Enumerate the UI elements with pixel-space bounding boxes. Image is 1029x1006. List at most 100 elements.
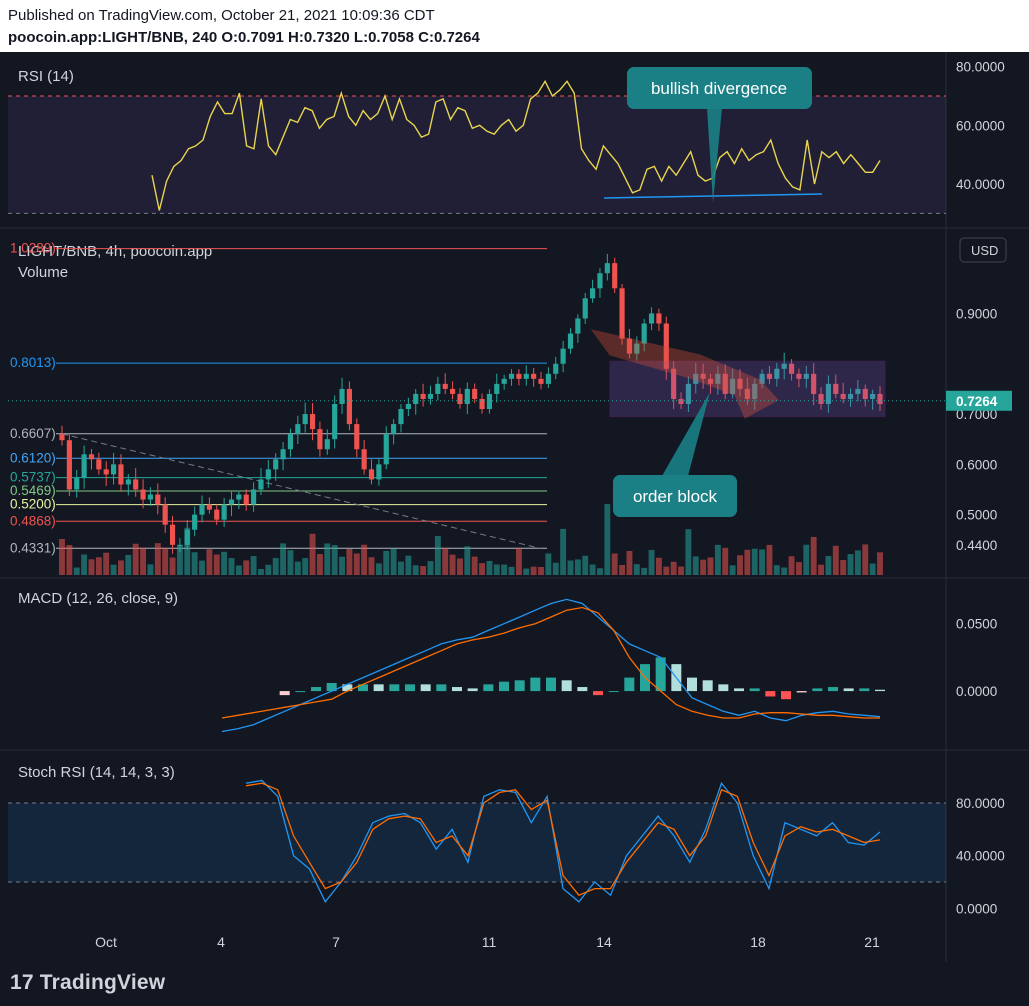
macd-histogram-bar bbox=[295, 691, 306, 693]
volume-bar bbox=[737, 555, 743, 575]
volume-bar bbox=[759, 549, 766, 575]
volume-bar bbox=[825, 556, 832, 575]
volume-bar bbox=[773, 565, 780, 575]
fib-level-label: 0.5200) bbox=[10, 497, 56, 512]
volume-bar bbox=[427, 561, 434, 575]
volume-bar bbox=[729, 565, 736, 575]
price-tick-label: 0.5000 bbox=[956, 508, 997, 523]
candle-body bbox=[236, 494, 242, 500]
candle-body bbox=[847, 393, 854, 399]
candle-body bbox=[184, 529, 190, 545]
candle-body bbox=[833, 383, 839, 394]
candle-body bbox=[155, 494, 161, 505]
fib-level-label: 0.6120) bbox=[10, 450, 56, 465]
macd-histogram-bar bbox=[514, 680, 525, 692]
candle-body bbox=[612, 263, 618, 289]
volume-bar bbox=[184, 527, 191, 575]
candle-body bbox=[206, 504, 212, 510]
volume-bar bbox=[707, 557, 714, 575]
volume-bar bbox=[272, 558, 279, 575]
volume-bar bbox=[670, 561, 677, 575]
candle-body bbox=[309, 414, 316, 430]
macd-histogram-bar bbox=[796, 691, 807, 693]
volume-bar bbox=[545, 553, 552, 575]
fib-level-label: 0.6607) bbox=[10, 426, 56, 441]
stoch-tick-label: 0.0000 bbox=[956, 901, 997, 916]
candle-body bbox=[427, 393, 434, 399]
candle-body bbox=[567, 333, 574, 349]
candle-body bbox=[796, 373, 802, 379]
currency-button[interactable] bbox=[959, 237, 1007, 263]
volume-bar bbox=[788, 556, 795, 575]
candle-body bbox=[405, 403, 411, 410]
candle-body bbox=[295, 424, 301, 435]
candle-body bbox=[435, 383, 441, 394]
macd-line bbox=[221, 598, 881, 733]
rsi-tick-label: 40.0000 bbox=[956, 177, 1005, 192]
volume-bar bbox=[73, 567, 80, 575]
candle-body bbox=[442, 383, 448, 389]
candle-body bbox=[626, 338, 633, 354]
candle-body bbox=[96, 459, 102, 470]
tradingview-logo[interactable]: 17 TradingView bbox=[10, 971, 166, 994]
volume-bar bbox=[361, 544, 368, 575]
volume-bar bbox=[648, 549, 655, 575]
descending-trendline bbox=[61, 433, 541, 549]
price-tick-label: 0.7000 bbox=[956, 407, 997, 422]
macd-histogram-bar bbox=[342, 684, 353, 692]
candle-body bbox=[74, 477, 80, 490]
candle-body bbox=[862, 388, 868, 399]
macd-histogram-bar bbox=[812, 688, 823, 692]
candle-body bbox=[162, 504, 168, 525]
volume-bar bbox=[722, 547, 729, 575]
candle-body bbox=[420, 393, 426, 399]
last-price-badge bbox=[946, 390, 1012, 411]
volume-bar bbox=[523, 568, 530, 575]
macd-histogram-bar bbox=[843, 688, 854, 692]
volume-bar bbox=[700, 559, 707, 575]
volume-bar bbox=[685, 529, 692, 575]
volume-bar bbox=[191, 552, 198, 575]
chart-area[interactable]: RSI (14)80.000060.000040.0000LIGHT/BNB, … bbox=[0, 52, 1029, 962]
macd-histogram-bar bbox=[765, 691, 776, 697]
rsi-series-line bbox=[151, 79, 881, 211]
bullish-divergence-callout bbox=[627, 67, 812, 109]
fib-level-label: 0.8013) bbox=[10, 355, 56, 370]
macd-histogram-bar bbox=[702, 680, 713, 692]
candle-body bbox=[398, 409, 404, 425]
candle-body bbox=[361, 449, 367, 470]
candle-body bbox=[317, 429, 323, 450]
volume-bar bbox=[59, 539, 65, 575]
volume-bar bbox=[840, 560, 847, 575]
volume-bar bbox=[258, 568, 264, 575]
volume-bar bbox=[795, 562, 802, 575]
volume-bar bbox=[250, 556, 257, 575]
volume-bar bbox=[692, 556, 699, 575]
volume-bar bbox=[456, 558, 463, 575]
candle-body bbox=[354, 424, 360, 450]
candle-body bbox=[744, 388, 750, 399]
volume-bar bbox=[854, 550, 861, 575]
candle-body bbox=[501, 378, 507, 384]
order-block-box bbox=[609, 360, 886, 418]
volume-bar bbox=[663, 566, 670, 575]
candle-body bbox=[619, 288, 625, 339]
macd-histogram-bar bbox=[561, 680, 572, 692]
volume-bar bbox=[803, 544, 810, 575]
volume-bar bbox=[832, 545, 839, 575]
candle-body bbox=[486, 393, 493, 410]
candle-body bbox=[508, 373, 515, 379]
candle-body bbox=[147, 494, 154, 500]
candle-body bbox=[788, 363, 795, 374]
volume-bar bbox=[766, 544, 773, 575]
candle-body bbox=[818, 393, 824, 404]
order-block-pointer bbox=[662, 392, 710, 476]
macd-title: MACD (12, 26, close, 9) bbox=[18, 590, 178, 607]
volume-bar bbox=[118, 560, 124, 575]
volume-bar bbox=[530, 566, 537, 575]
volume-bar bbox=[434, 535, 441, 575]
footer: 17 TradingView bbox=[0, 962, 1029, 1006]
candle-body bbox=[346, 388, 352, 425]
volume-bar bbox=[206, 549, 213, 575]
candle-body bbox=[140, 489, 146, 500]
